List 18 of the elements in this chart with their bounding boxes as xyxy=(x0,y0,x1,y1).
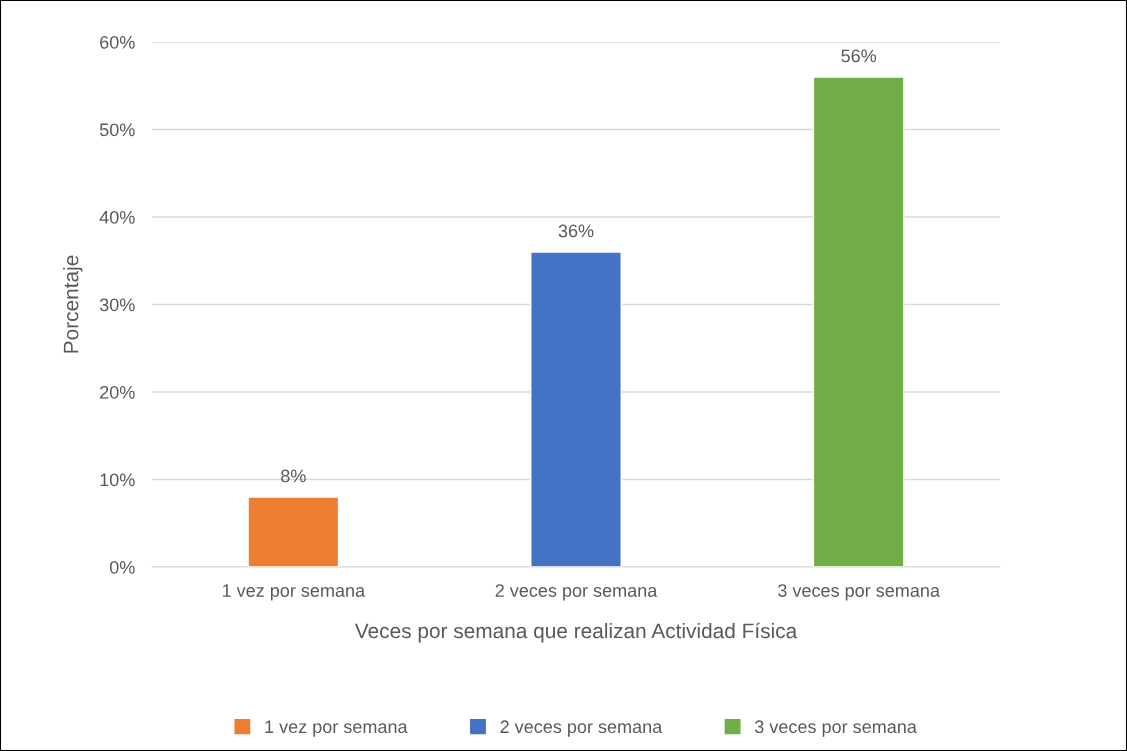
legend-label: 1 vez por semana xyxy=(265,720,408,737)
y-tick-label: 20% xyxy=(100,385,135,399)
x-axis-title: Veces por semana que realizan Actividad Física xyxy=(354,622,798,643)
y-tick-label: 60% xyxy=(100,35,135,49)
data-label: 36% xyxy=(558,224,594,238)
y-tick-label: 0% xyxy=(109,560,135,574)
legend-label: 2 veces por semana xyxy=(500,720,663,737)
x-tick-label: 1 vez por semana xyxy=(222,584,366,601)
data-label: 56% xyxy=(841,49,877,63)
y-tick-label: 40% xyxy=(99,210,135,224)
data-label: 8% xyxy=(281,469,306,483)
x-tick-label: 3 veces por semana xyxy=(778,584,940,601)
legend-label: 3 veces por semana xyxy=(754,720,917,737)
y-tick-label: 10% xyxy=(100,473,135,487)
y-tick-label: 50% xyxy=(99,123,135,137)
y-axis-title: Porcentaje xyxy=(63,255,83,353)
x-tick-label: 2 veces por semana xyxy=(495,584,658,601)
y-tick-label: 30% xyxy=(99,298,135,312)
